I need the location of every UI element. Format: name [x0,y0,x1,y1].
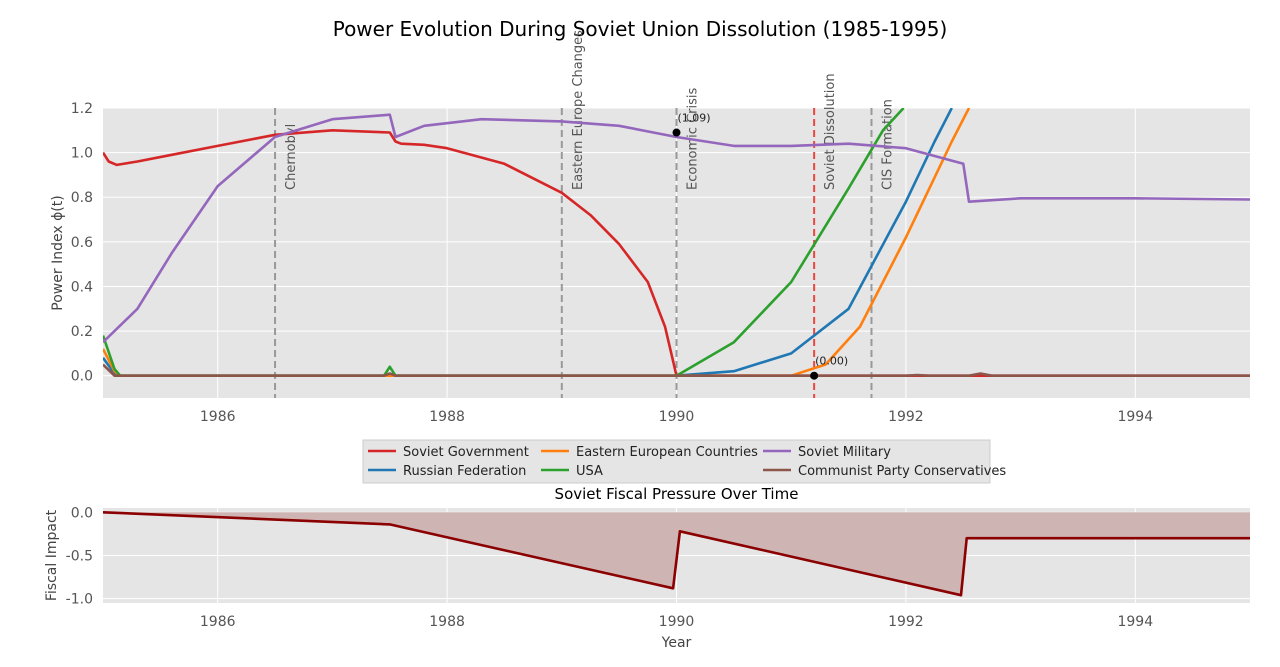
top-x-tick-label: 1986 [200,409,236,425]
annotated-points: (1.09) (0.00) [672,112,848,380]
top-x-tick-labels: 1986 1988 1990 1992 1994 [200,409,1153,425]
top-x-tick-label: 1994 [1117,409,1153,425]
top-y-tick-label: 0.0 [71,369,93,385]
fiscal-pressure-chart: Soviet Fiscal Pressure Over Time 0.0 -0.5… [44,485,1250,651]
event-label-soviet-dissolution: Soviet Dissolution [823,73,838,190]
series-line-soviet-military [103,113,1250,344]
legend-label-soviet-government: Soviet Government [403,445,529,460]
bottom-y-tick-label: -1.0 [66,592,93,608]
annotation-label: (0.00) [815,355,848,368]
bottom-x-tick-label: 1986 [200,614,236,630]
legend-label-russian-federation: Russian Federation [403,464,526,479]
event-markers: Chernobyl Eastern Europe Changes Economic … [274,30,895,398]
bottom-y-tick-label: 0.0 [71,505,93,521]
top-y-tick-label: 0.4 [71,279,93,295]
legend-label-usa: USA [576,464,603,479]
power-series-lines [103,108,1250,377]
legend-items: Soviet Government Russian Federation Easte… [368,445,1006,479]
bottom-y-tick-label: -0.5 [66,549,93,565]
legend-label-soviet-military: Soviet Military [798,445,891,460]
fiscal-line [102,511,1250,597]
legend-box [362,439,991,484]
event-label-chernobyl: Chernobyl [284,124,299,190]
bottom-x-tick-label: 1994 [1117,614,1153,630]
top-y-tick-label: 1.2 [71,101,93,117]
annotation-point [672,128,681,137]
bottom-y-tick-labels: 0.0 -0.5 -1.0 [66,505,93,607]
bottom-x-axis-label: Year [661,635,692,651]
bottom-x-tick-label: 1990 [659,614,695,630]
event-label-cis-formation: CIS Formation [880,99,895,190]
bottom-y-axis-label: Fiscal Impact [44,509,60,601]
top-y-tick-label: 0.6 [71,235,93,251]
top-y-axis-label: Power Index ϕ(t) [50,195,66,310]
legend: Soviet Government Russian Federation Easte… [362,439,1006,484]
bottom-x-tick-labels: 1986 1988 1990 1992 1994 [200,614,1153,630]
series-line-soviet-government [103,129,1250,377]
top-y-tick-label: 0.8 [71,190,93,206]
top-x-tick-label: 1990 [659,409,695,425]
bottom-x-tick-label: 1988 [429,614,465,630]
fiscal-chart-title: Soviet Fiscal Pressure Over Time [555,485,799,503]
bottom-x-tick-label: 1992 [888,614,924,630]
top-x-tick-label: 1992 [888,409,924,425]
annotation-point [810,371,819,380]
fiscal-area [102,511,1250,597]
top-y-tick-labels: 0.0 0.2 0.4 0.6 0.8 1.0 1.2 [71,101,93,385]
top-y-tick-label: 1.0 [71,146,93,162]
power-evolution-chart: 0.00.20.40.60.81.01.2 1986 1988 1990 1992 19… [50,30,1250,425]
event-label-eastern-europe-changes: Eastern Europe Changes [571,30,586,190]
top-y-tick-label: 0.2 [71,324,93,340]
annotation-label: (1.09) [678,112,711,125]
top-x-tick-label: 1988 [429,409,465,425]
series-line-communist-party-conservatives [103,363,1250,377]
legend-label-communist-party-conservatives: Communist Party Conservatives [798,464,1006,479]
legend-label-eastern-european-countries: Eastern European Countries [576,445,758,460]
figure-title: Power Evolution During Soviet Union Diss… [333,17,948,41]
